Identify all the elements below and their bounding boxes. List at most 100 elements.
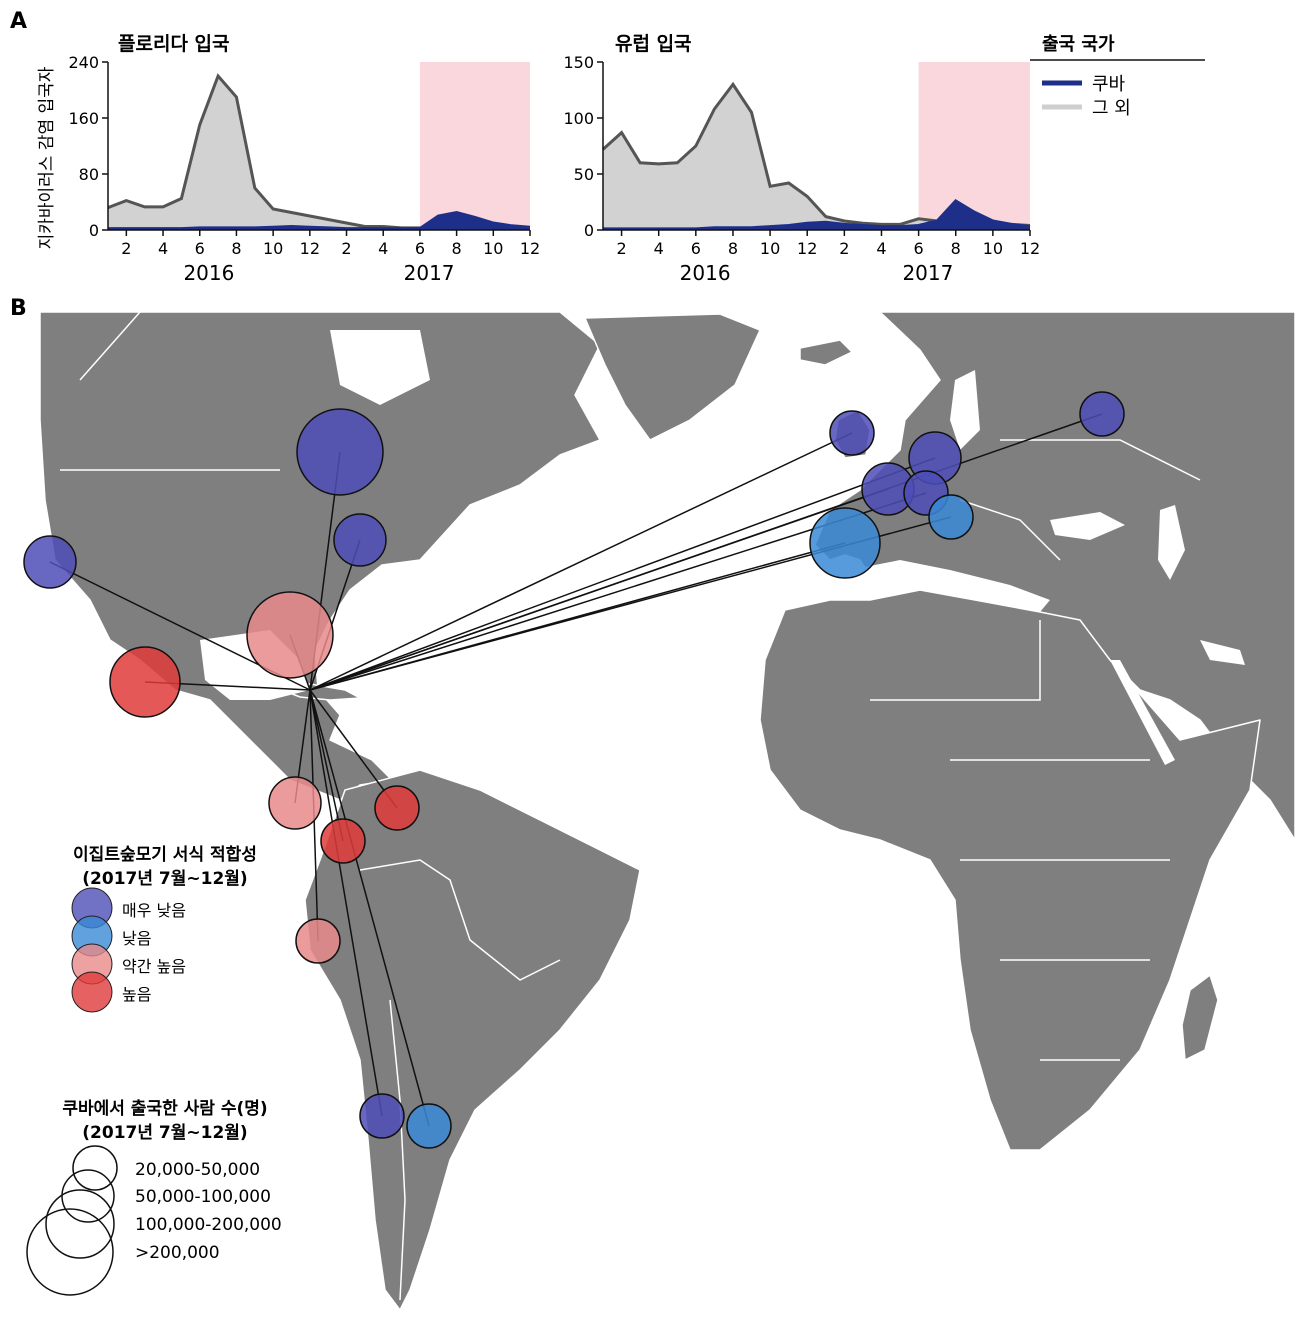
destination-italy [928, 494, 974, 540]
destination-peru [295, 918, 341, 964]
label-mid-high: 약간 높음 [122, 957, 186, 976]
border-line [870, 620, 1041, 701]
x-tick-label: 2 [839, 239, 849, 258]
x-tick-label: 4 [378, 239, 388, 258]
highlight-band [419, 62, 530, 230]
size-label-1: 20,000-50,000 [135, 1160, 260, 1180]
y-tick-label: 240 [68, 53, 99, 72]
destination-colombia [320, 818, 366, 864]
label-low: 낮음 [122, 929, 151, 948]
x-tick-label: 4 [876, 239, 886, 258]
border-line [359, 859, 561, 981]
legend-title: 출국 국가 [1042, 34, 1115, 55]
suitability-legend-subtitle: (2017년 7월~12월) [82, 869, 247, 889]
iceland-land [799, 339, 853, 366]
year-label: 2016 [183, 261, 234, 285]
size-legend-subtitle: (2017년 7월~12월) [82, 1123, 247, 1143]
legend-size: 쿠바에서 출국한 사람 수(명) (2017년 7월~12월) 20,000-5… [26, 1098, 282, 1296]
x-tick-label: 2 [341, 239, 351, 258]
size-circle-4 [26, 1208, 114, 1296]
persian-gulf [1200, 640, 1245, 665]
legend-label-cuba: 쿠바 [1092, 74, 1126, 95]
chart-axes: 0 80 160 240 2 4 6 8 10 12 2 4 6 8 10 12 2016 2017 [68, 53, 540, 285]
y-tick-label: 100 [563, 109, 594, 128]
destination-us-northeast [333, 513, 387, 567]
year-label: 2017 [902, 261, 953, 285]
legend-departure: 출국 국가 쿠바 그 외 [1030, 34, 1205, 119]
link-venezuela [309, 689, 398, 809]
mediterranean-sea [840, 560, 1050, 612]
link-argentina [309, 689, 430, 1127]
madagascar-land [1181, 974, 1219, 1061]
x-tick-label: 6 [914, 239, 924, 258]
highlight-band [918, 62, 1030, 230]
destination-us-west [23, 535, 77, 589]
x-tick-label: 6 [195, 239, 205, 258]
y-tick-label: 0 [584, 221, 594, 240]
link-chile [309, 689, 383, 1117]
black-sea [1050, 512, 1125, 540]
size-circle-1 [72, 1145, 118, 1191]
year-label: 2017 [404, 261, 455, 285]
greenland-land [584, 313, 761, 441]
x-tick-label: 12 [797, 239, 817, 258]
destination-mexico [109, 646, 181, 718]
x-tick-label: 4 [158, 239, 168, 258]
x-tick-label: 8 [231, 239, 241, 258]
destination-canada [296, 408, 384, 496]
label-high: 높음 [122, 985, 151, 1004]
swatch-high [71, 971, 113, 1013]
link-uk [309, 432, 853, 691]
size-label-3: 100,000-200,000 [135, 1215, 282, 1235]
y-tick-label: 80 [79, 165, 99, 184]
panel-label-a: A [10, 9, 27, 34]
year-label: 2016 [680, 261, 731, 285]
destination-russia [1079, 391, 1125, 437]
country-borders [60, 311, 1201, 1301]
caspian-sea [1158, 505, 1185, 580]
x-tick-label: 8 [452, 239, 462, 258]
panel-label-b: B [10, 296, 27, 321]
chart-title: 유럽 입국 [615, 33, 692, 55]
destination-chile [359, 1093, 405, 1139]
legend-label-other: 그 외 [1092, 98, 1131, 119]
x-tick-label: 10 [983, 239, 1003, 258]
y-axis-label: 지카바이러스 감염 입국자 [37, 66, 57, 249]
destination-uk [829, 410, 875, 456]
series-cuba-line [603, 198, 1031, 231]
label-very-low: 매우 낮음 [122, 901, 186, 920]
x-tick-label: 10 [483, 239, 503, 258]
size-legend-title: 쿠바에서 출국한 사람 수(명) [62, 1098, 267, 1119]
destination-argentina [406, 1103, 452, 1149]
chart-title: 플로리다 입국 [118, 33, 230, 55]
series-other-area [108, 76, 530, 230]
destination-venezuela [374, 785, 420, 831]
baltic-sea [950, 370, 980, 450]
series-cuba-line [108, 210, 531, 231]
x-tick-label: 6 [415, 239, 425, 258]
chart-axes: 0 50 100 150 2 4 6 8 10 12 2 4 6 8 10 12 2016 2017 [563, 53, 1040, 285]
y-tick-label: 150 [563, 53, 594, 72]
x-tick-label: 12 [300, 239, 320, 258]
chart-europe: 0 50 100 150 2 4 6 8 10 12 2 4 6 8 10 12 2016 2017 유럽 입국 [563, 33, 1040, 285]
x-tick-label: 8 [728, 239, 738, 258]
link-spain [309, 542, 846, 691]
border-line [1000, 439, 1201, 481]
link-colombia [309, 689, 344, 842]
suitability-legend-title: 이집트숲모기 서식 적합성 [73, 844, 257, 865]
border-line [959, 499, 1061, 561]
x-tick-label: 12 [520, 239, 540, 258]
size-circle-3 [45, 1189, 115, 1259]
x-tick-label: 2 [121, 239, 131, 258]
x-tick-label: 4 [654, 239, 664, 258]
x-tick-label: 2 [616, 239, 626, 258]
x-tick-label: 8 [951, 239, 961, 258]
chart-florida: 0 80 160 240 2 4 6 8 10 12 2 4 6 8 10 12 2016 2017 플로리다 입… [68, 33, 540, 285]
hudson-bay [330, 330, 430, 405]
destination-central-america [268, 776, 322, 830]
red-sea [1110, 660, 1175, 765]
link-germany [309, 457, 936, 691]
size-label-4: >200,000 [135, 1243, 220, 1263]
y-tick-label: 0 [89, 221, 99, 240]
